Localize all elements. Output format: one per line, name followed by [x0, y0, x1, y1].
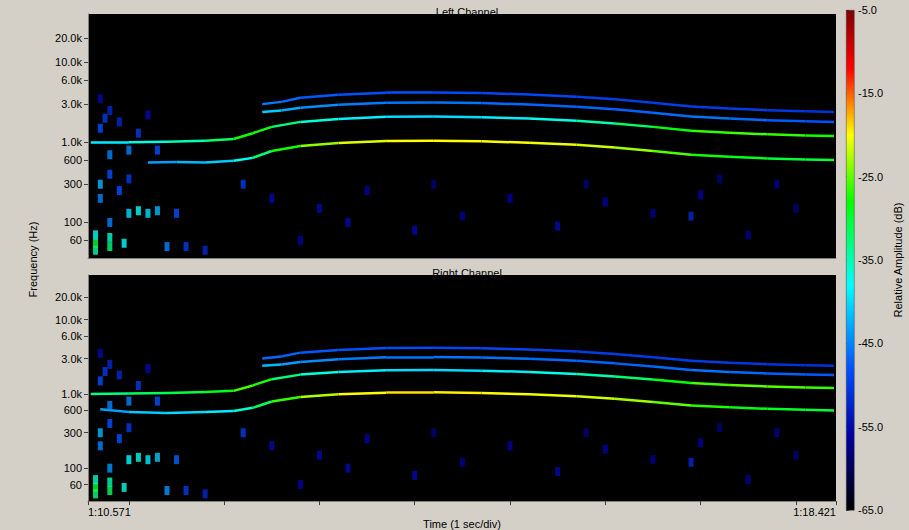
svg-text:3.0k: 3.0k — [61, 353, 82, 365]
svg-text:6.0k: 6.0k — [61, 330, 82, 342]
svg-text:-15.0: -15.0 — [858, 87, 883, 99]
svg-text:300: 300 — [64, 427, 82, 439]
svg-text:100: 100 — [64, 462, 82, 474]
svg-text:-45.0: -45.0 — [858, 337, 883, 349]
svg-text:100: 100 — [64, 216, 82, 228]
svg-text:600: 600 — [64, 404, 82, 416]
svg-text:300: 300 — [64, 178, 82, 190]
svg-text:10.0k: 10.0k — [55, 314, 82, 326]
svg-text:10.0k: 10.0k — [55, 56, 82, 68]
svg-text:1:10.571: 1:10.571 — [88, 506, 131, 518]
svg-text:1.0k: 1.0k — [61, 388, 82, 400]
svg-text:Left Channel: Left Channel — [436, 6, 498, 18]
svg-text:600: 600 — [64, 154, 82, 166]
svg-text:1:18.421: 1:18.421 — [793, 506, 836, 518]
svg-text:-5.0: -5.0 — [858, 4, 877, 16]
svg-text:Right Channel: Right Channel — [432, 267, 502, 279]
svg-text:-35.0: -35.0 — [858, 254, 883, 266]
svg-text:Frequency (Hz): Frequency (Hz) — [27, 222, 39, 298]
svg-text:6.0k: 6.0k — [61, 74, 82, 86]
svg-text:-65.0: -65.0 — [858, 504, 883, 516]
svg-text:1.0k: 1.0k — [61, 136, 82, 148]
svg-text:Relative Amplitude (dB): Relative Amplitude (dB) — [892, 203, 904, 318]
svg-text:-25.0: -25.0 — [858, 171, 883, 183]
svg-text:3.0k: 3.0k — [61, 98, 82, 110]
svg-text:20.0k: 20.0k — [55, 32, 82, 44]
svg-text:20.0k: 20.0k — [55, 291, 82, 303]
svg-text:60: 60 — [70, 479, 82, 491]
svg-text:Time (1 sec/div): Time (1 sec/div) — [423, 518, 501, 530]
svg-text:-55.0: -55.0 — [858, 421, 883, 433]
svg-text:60: 60 — [70, 234, 82, 246]
